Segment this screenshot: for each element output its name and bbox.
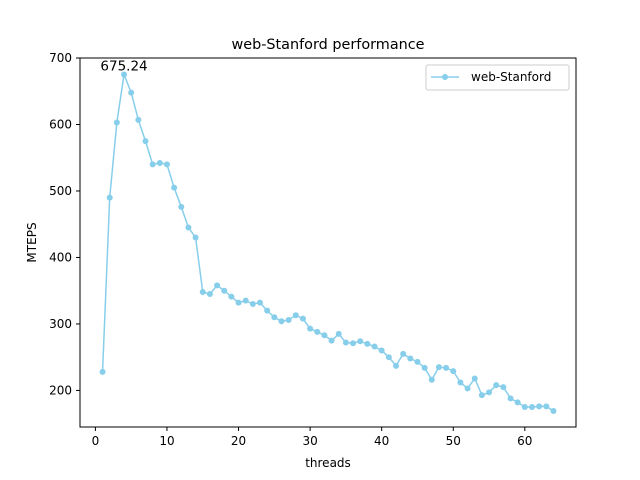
x-tick-label: 10	[159, 434, 174, 448]
data-point	[507, 395, 514, 402]
data-point	[536, 403, 543, 410]
data-point	[414, 358, 421, 365]
data-point	[99, 368, 106, 375]
data-point	[364, 340, 371, 347]
data-point	[543, 403, 550, 410]
data-point	[400, 350, 407, 357]
series-line	[101, 71, 554, 412]
data-point	[421, 364, 428, 371]
x-tick-label: 0	[92, 434, 100, 448]
data-point	[271, 314, 278, 321]
data-point	[450, 368, 457, 375]
data-point	[407, 355, 414, 362]
data-point	[478, 392, 485, 399]
data-point	[278, 318, 285, 325]
plot-frame	[79, 57, 577, 428]
data-point	[457, 379, 464, 386]
y-tick-label: 300	[49, 317, 72, 331]
data-point	[443, 364, 450, 371]
data-point	[106, 194, 113, 201]
x-tick-label: 60	[517, 434, 532, 448]
y-tick-label: 600	[49, 117, 72, 131]
data-point	[228, 293, 235, 300]
data-point	[378, 347, 385, 354]
chart-title: web-Stanford performance	[231, 37, 424, 53]
legend-box	[425, 64, 570, 91]
data-point	[550, 408, 557, 415]
data-point	[342, 339, 349, 346]
y-axis: 200 300 400 500 600 700	[49, 51, 80, 397]
x-tick-label: 20	[231, 434, 246, 448]
data-point	[385, 354, 392, 361]
data-point	[142, 138, 149, 145]
y-axis-label: MTEPS	[25, 222, 39, 262]
x-axis-label: threads	[305, 456, 351, 470]
data-point	[206, 291, 213, 298]
series-layer	[99, 71, 557, 415]
data-point	[299, 315, 306, 322]
data-point	[199, 289, 206, 296]
data-point	[285, 316, 292, 323]
data-point	[528, 404, 535, 411]
data-point	[178, 203, 185, 210]
annotation-layer: 675.24	[100, 58, 147, 74]
y-tick-label: 700	[49, 51, 72, 65]
data-point	[128, 89, 135, 96]
data-point	[149, 161, 156, 168]
y-tick-label: 200	[49, 383, 72, 397]
data-point	[350, 340, 357, 347]
data-point	[493, 382, 500, 389]
data-point	[264, 307, 271, 314]
data-point	[235, 299, 242, 306]
data-point	[428, 376, 435, 383]
data-point	[242, 297, 249, 304]
data-point	[500, 384, 507, 391]
x-tick-label: 30	[302, 434, 317, 448]
y-tick-label: 400	[49, 250, 72, 264]
data-point	[113, 119, 120, 126]
data-point	[257, 299, 264, 306]
data-point	[392, 362, 399, 369]
data-point	[171, 184, 178, 191]
legend: web-Stanford	[425, 64, 570, 91]
data-point	[221, 287, 228, 294]
data-point	[371, 343, 378, 350]
data-point	[156, 160, 163, 167]
plot-area	[79, 57, 577, 428]
data-point	[464, 385, 471, 392]
data-point	[185, 224, 192, 231]
data-point	[435, 364, 442, 371]
data-point	[514, 399, 521, 406]
data-point	[521, 404, 528, 411]
x-tick-label: 40	[374, 434, 389, 448]
data-point	[292, 312, 299, 319]
x-axis: 0 10 20 30 40 50 60	[92, 427, 532, 448]
data-point	[328, 337, 335, 344]
data-point	[314, 328, 321, 335]
x-tick-label: 50	[446, 434, 461, 448]
data-point	[163, 161, 170, 168]
data-point	[214, 282, 221, 289]
data-point	[192, 234, 199, 241]
peak-annotation: 675.24	[100, 58, 147, 74]
legend-marker	[442, 74, 448, 80]
data-point	[471, 375, 478, 382]
legend-label: web-Stanford	[471, 70, 551, 84]
data-point	[307, 325, 314, 332]
data-point	[121, 71, 128, 78]
y-tick-label: 500	[49, 184, 72, 198]
data-point	[357, 338, 364, 345]
data-point	[335, 330, 342, 337]
data-point	[321, 332, 328, 339]
data-point	[135, 116, 142, 123]
data-point	[486, 389, 493, 396]
data-point	[249, 301, 256, 307]
